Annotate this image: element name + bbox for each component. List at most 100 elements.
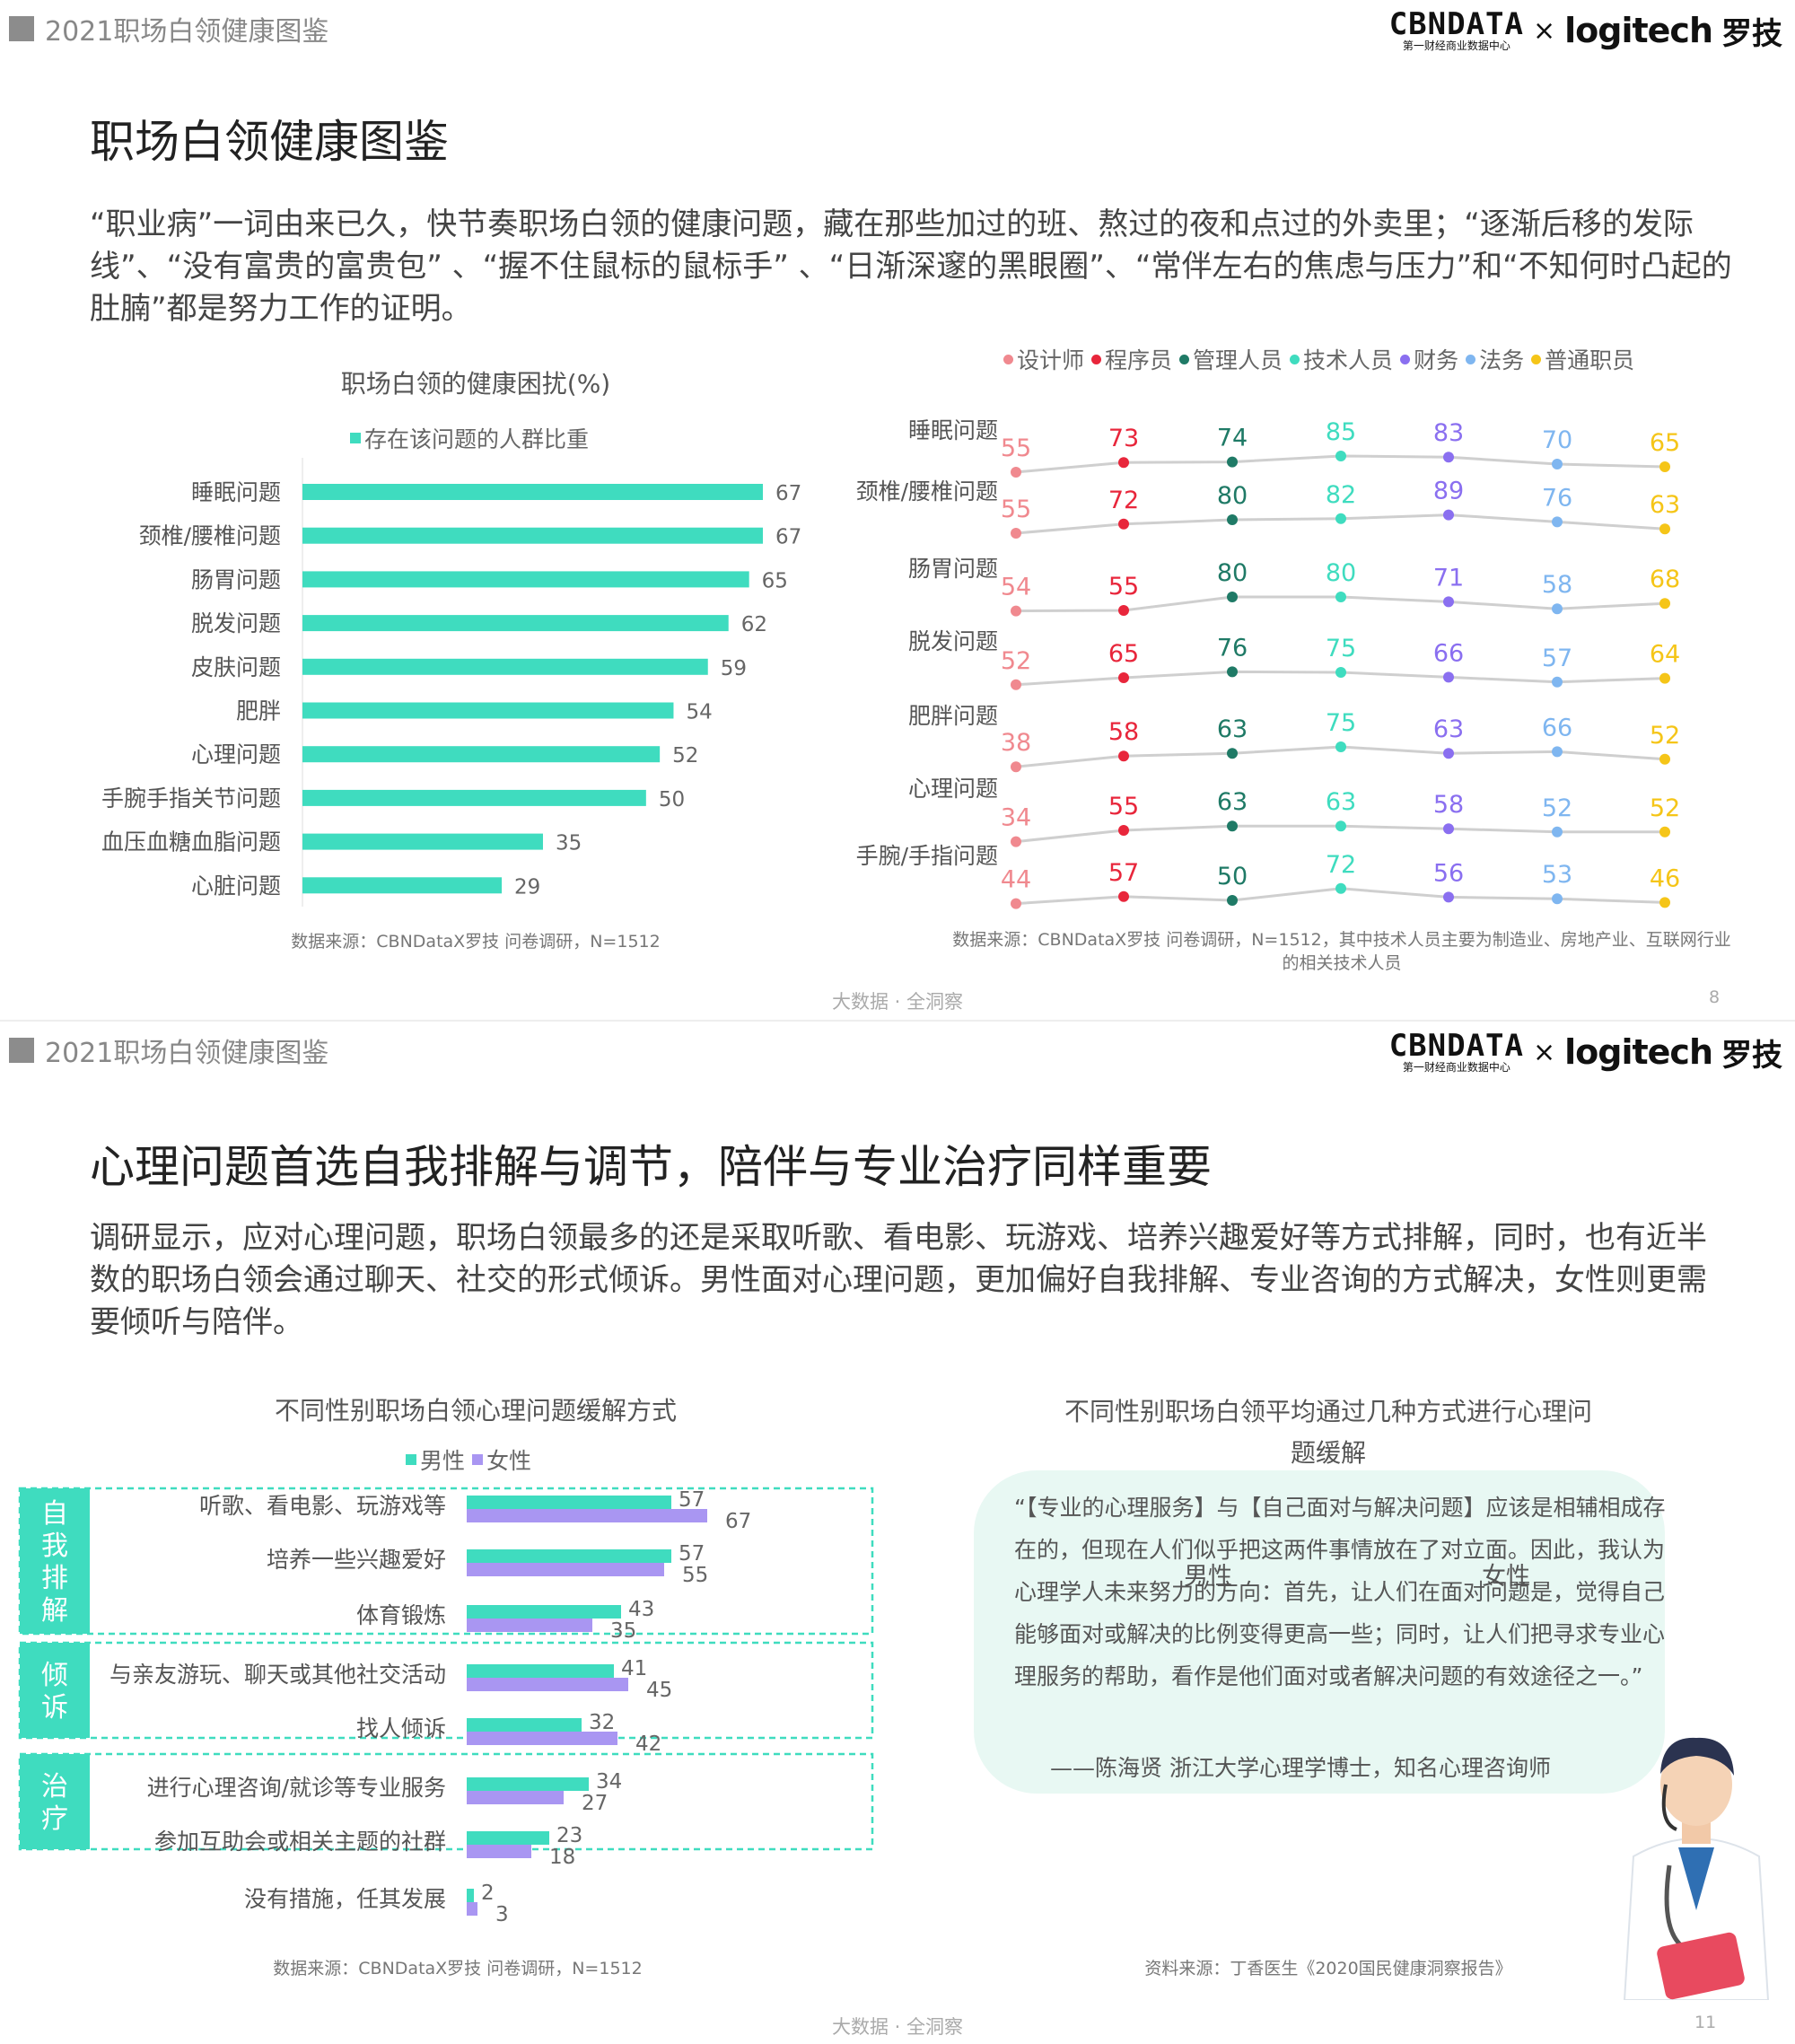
legend-dot: [1400, 354, 1411, 364]
times-sign: ×: [1532, 1036, 1556, 1068]
data-label: 57: [1108, 859, 1139, 887]
data-label: 29: [514, 875, 540, 899]
data-label: 80: [1326, 559, 1356, 587]
data-point: [1659, 753, 1670, 765]
row-label: 睡眠问题: [908, 417, 998, 443]
page-separator: [0, 1020, 1795, 1022]
legend-swatch: [472, 1454, 484, 1465]
legend-dot: [1091, 354, 1102, 364]
legend-item: 财务: [1400, 343, 1458, 375]
legend-item: 普通职员: [1531, 343, 1634, 375]
data-label: 34: [1001, 804, 1031, 832]
data-point: [1443, 823, 1454, 835]
group-label-char: 疗: [41, 1803, 68, 1835]
legend-label: 管理人员: [1193, 347, 1283, 373]
data-point: [1659, 672, 1670, 684]
data-point: [1552, 459, 1563, 469]
source-note-left: 数据来源：CBNDataX罗技 问卷调研，N=1512: [273, 1959, 643, 1978]
data-point: [1011, 467, 1021, 478]
brand-logos: CBNDATA 第一财经商业数据中心 × logitech 罗技: [1389, 4, 1782, 57]
bar-male: [467, 1605, 621, 1619]
data-label-female: 42: [635, 1733, 661, 1756]
legend-item-female: 女性: [472, 1443, 531, 1476]
data-label-male: 2: [481, 1882, 495, 1905]
legend-swatch: [350, 433, 361, 443]
category-label: 进行心理咨询/就诊等专业服务: [147, 1775, 446, 1801]
data-label: 63: [1217, 715, 1248, 743]
page-title: 职场白领健康图鉴: [90, 116, 449, 168]
legend-dot: [1290, 354, 1300, 364]
data-label-male: 43: [628, 1598, 654, 1621]
category-label: 血压血糖血脂问题: [101, 829, 281, 855]
legend-item: 存在该问题的人群比重: [350, 422, 589, 454]
data-point: [1659, 523, 1670, 535]
category-label: 与亲友游玩、聊天或其他社交活动: [109, 1662, 446, 1688]
data-point: [1227, 592, 1238, 602]
header-bar: 2021职场白领健康图鉴: [9, 1032, 328, 1069]
row-label: 心理问题: [908, 776, 998, 802]
data-point: [1335, 667, 1346, 678]
row-label: 颈椎/腰椎问题: [856, 478, 998, 504]
group-label-char: 我: [41, 1531, 68, 1562]
data-label: 66: [1433, 639, 1464, 667]
data-label: 82: [1326, 481, 1356, 509]
bar-chart-title: 职场白领的健康困扰(%): [340, 369, 611, 399]
bar-male: [467, 1664, 614, 1678]
bar-male: [467, 1831, 549, 1845]
bar-female: [467, 1732, 617, 1745]
category-label: 没有措施，任其发展: [244, 1886, 446, 1912]
bar-male: [467, 1777, 589, 1791]
header-label: 2021职场白领健康图鉴: [45, 16, 329, 48]
bar: [302, 571, 749, 588]
data-point: [1443, 748, 1454, 759]
data-label: 55: [1108, 573, 1139, 601]
category-label: 肥胖: [236, 698, 281, 724]
data-point: [1552, 603, 1563, 615]
data-label-male: 57: [679, 1488, 705, 1512]
bar: [302, 702, 674, 719]
data-point: [1011, 898, 1021, 909]
avg-chart-title: 不同性别职场白领平均通过几种方式进行心理问题缓解: [1064, 1397, 1592, 1468]
category-label: 找人倾诉: [356, 1715, 446, 1741]
category-label: 皮肤问题: [191, 654, 281, 680]
group-box: [18, 1641, 874, 1740]
data-point: [1227, 666, 1238, 678]
data-label: 72: [1108, 487, 1139, 514]
bar: [302, 877, 503, 894]
data-label: 73: [1108, 425, 1139, 452]
data-point: [1552, 826, 1563, 838]
category-label: 颈椎/腰椎问题: [139, 523, 281, 549]
data-point: [1227, 895, 1238, 906]
data-label: 44: [1001, 866, 1031, 894]
bar: [302, 658, 708, 675]
legend-label: 技术人员: [1303, 347, 1394, 373]
data-point: [1552, 676, 1563, 688]
bar-female: [467, 1791, 564, 1804]
legend-label: 法务: [1479, 347, 1525, 373]
row-label: 肥胖问题: [908, 703, 998, 729]
legend-label: 财务: [1414, 347, 1459, 373]
legend-item: 管理人员: [1179, 343, 1283, 375]
data-label: 57: [1542, 645, 1572, 672]
expert-quote-box: “【专业的心理服务】与【自己面对与解决问题】应该是相辅相成存在的，但现在人们似乎…: [974, 1470, 1665, 1794]
category-label: 培养一些兴趣爱好: [267, 1547, 446, 1573]
data-point: [1443, 452, 1454, 463]
category-label: 参加互助会或相关主题的社群: [154, 1829, 446, 1855]
data-label: 75: [1326, 709, 1356, 737]
bar-female: [467, 1509, 707, 1522]
data-label-male: 34: [596, 1770, 622, 1794]
page-number: 11: [1694, 2013, 1717, 2032]
category-label: 肠胃问题: [191, 566, 281, 592]
data-label: 71: [1433, 564, 1464, 592]
group-label-bg: [20, 1643, 90, 1738]
data-point: [1011, 836, 1021, 847]
group-label-char: 诉: [41, 1692, 68, 1724]
legend-label: 普通职员: [1545, 347, 1635, 373]
data-point: [1443, 891, 1454, 903]
data-label: 56: [1433, 859, 1464, 887]
data-point: [1227, 456, 1238, 468]
data-point: [1011, 528, 1021, 539]
data-label: 76: [1542, 484, 1572, 512]
legend-label: 程序员: [1105, 347, 1173, 373]
data-label: 75: [1326, 635, 1356, 662]
